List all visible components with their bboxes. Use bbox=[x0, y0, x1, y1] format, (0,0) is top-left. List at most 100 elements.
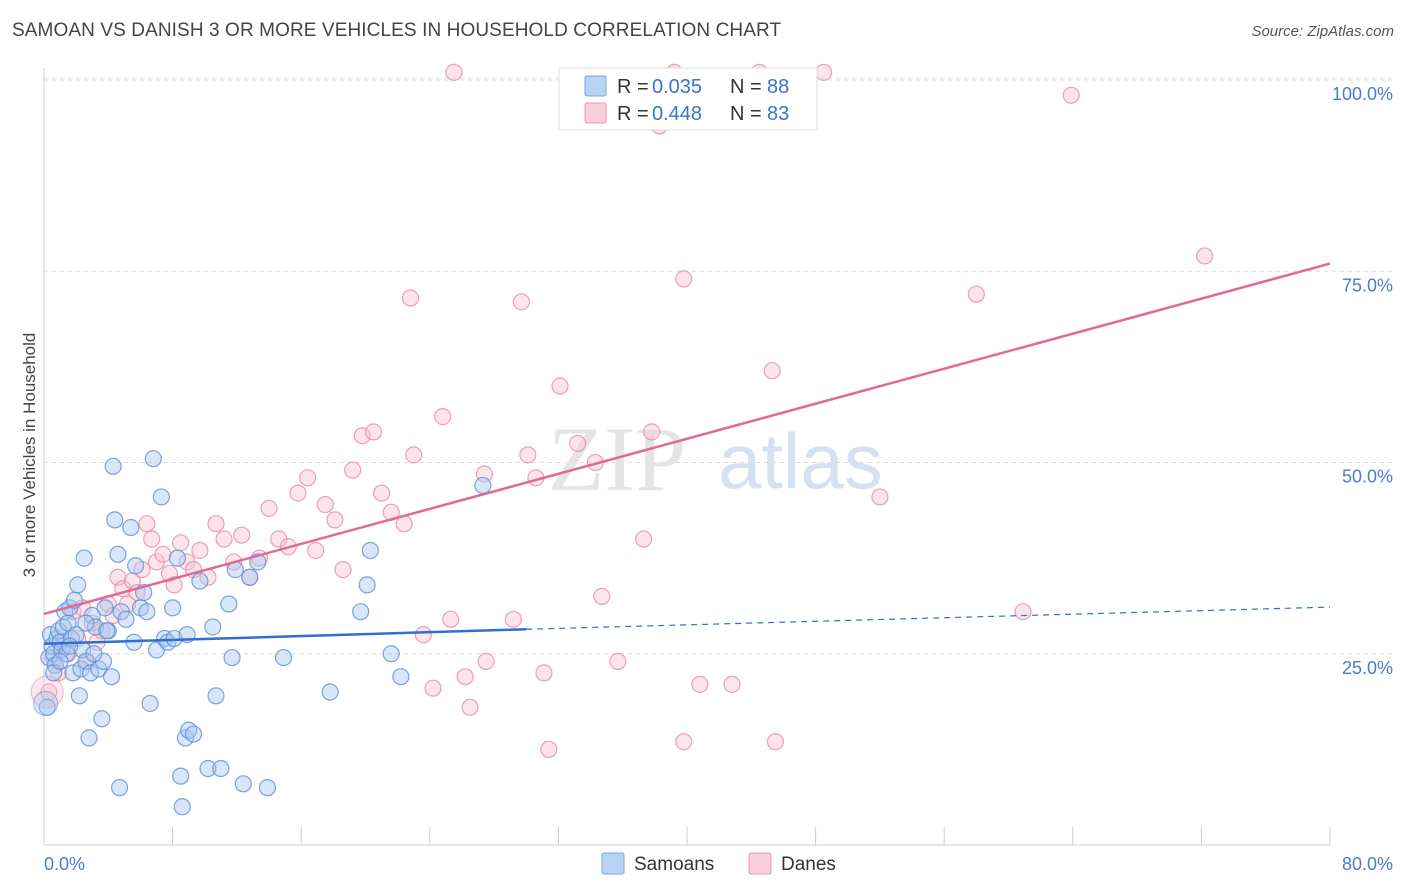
danes-point bbox=[815, 63, 833, 81]
danes-point bbox=[504, 610, 522, 628]
danes-point bbox=[477, 652, 495, 671]
danes-point bbox=[569, 434, 587, 452]
samoans-point bbox=[382, 645, 400, 663]
samoans-point bbox=[144, 450, 162, 468]
samoans-point bbox=[122, 518, 140, 537]
samoans-point-large bbox=[33, 690, 59, 716]
danes-point bbox=[434, 408, 452, 426]
danes-point bbox=[299, 469, 317, 487]
y-tick-label: 25.0% bbox=[1342, 658, 1393, 678]
samoans-point bbox=[191, 572, 209, 590]
samoans-point bbox=[172, 767, 190, 785]
danes-point bbox=[442, 610, 460, 628]
y-tick-label: 50.0% bbox=[1342, 467, 1393, 487]
samoans-point bbox=[258, 779, 277, 797]
y-tick-label: 100.0% bbox=[1332, 84, 1393, 104]
danes-point bbox=[364, 423, 383, 441]
danes-n-value: 83 bbox=[767, 103, 789, 125]
danes-point bbox=[593, 587, 611, 605]
danes-point bbox=[414, 626, 432, 644]
danes-point bbox=[334, 560, 352, 579]
danes-r-value: 0.448 bbox=[652, 103, 702, 125]
danes-point bbox=[461, 698, 479, 716]
danes-point bbox=[871, 488, 889, 506]
watermark: ZIP atlas bbox=[548, 408, 883, 510]
samoans-point bbox=[352, 603, 370, 621]
danes-point bbox=[551, 377, 569, 395]
samoans-point bbox=[184, 725, 203, 743]
samoans-point bbox=[86, 618, 105, 636]
danes-point bbox=[766, 733, 785, 751]
samoans-point bbox=[69, 576, 87, 594]
samoans-point bbox=[220, 595, 238, 613]
samoans-point bbox=[199, 759, 217, 778]
danes-point bbox=[1062, 86, 1080, 104]
samoans-point bbox=[85, 645, 103, 663]
samoans-point bbox=[321, 683, 339, 701]
samoans-point bbox=[77, 614, 95, 632]
samoans-point bbox=[474, 476, 492, 495]
danes-point bbox=[691, 675, 709, 693]
chart-title: SAMOAN VS DANISH 3 OR MORE VEHICLES IN H… bbox=[12, 20, 782, 41]
danes-point bbox=[372, 484, 391, 502]
samoans-point bbox=[274, 648, 293, 667]
y-tick-labels: 25.0% 50.0% 75.0% 100.0% bbox=[1332, 84, 1393, 678]
samoans-n-label: N = bbox=[730, 76, 762, 98]
samoans-point bbox=[51, 652, 69, 671]
samoans-r-value: 0.035 bbox=[652, 76, 702, 98]
samoans-point bbox=[207, 687, 225, 705]
danes-n-label: N = bbox=[730, 103, 762, 125]
samoans-point bbox=[75, 549, 93, 567]
danes-point bbox=[967, 285, 985, 303]
samoans-point bbox=[104, 457, 122, 475]
danes-series-swatch bbox=[748, 852, 772, 875]
danes-point bbox=[344, 461, 362, 479]
danes-point bbox=[165, 576, 183, 594]
samoans-legend-swatch bbox=[584, 75, 607, 97]
danes-point bbox=[233, 526, 251, 544]
samoans-point bbox=[223, 648, 241, 667]
samoans-point bbox=[127, 557, 145, 575]
samoans-trendline bbox=[43, 628, 527, 646]
samoans-point bbox=[82, 664, 100, 682]
samoans-point bbox=[80, 729, 98, 747]
y-tick-label: 75.0% bbox=[1342, 275, 1393, 295]
y-axis-title: 3 or more Vehicles in Household bbox=[20, 333, 39, 578]
samoans-points bbox=[33, 450, 492, 816]
danes-point bbox=[634, 530, 653, 548]
danes-point bbox=[172, 534, 190, 552]
samoans-point bbox=[98, 622, 116, 640]
samoans-point bbox=[64, 664, 82, 682]
source-label: Source: ZipAtlas.com bbox=[1251, 23, 1394, 40]
danes-point bbox=[456, 668, 474, 686]
samoans-point bbox=[70, 687, 88, 705]
samoans-point bbox=[152, 488, 170, 506]
samoans-point bbox=[358, 576, 376, 594]
danes-point bbox=[609, 652, 627, 671]
danes-point bbox=[215, 530, 233, 548]
watermark-atlas: atlas bbox=[718, 417, 883, 505]
samoans-point bbox=[204, 618, 222, 636]
samoans-point bbox=[141, 694, 159, 713]
danes-point bbox=[154, 545, 172, 563]
danes-point bbox=[353, 427, 371, 445]
danes-point bbox=[307, 541, 325, 560]
danes-point bbox=[1196, 247, 1214, 265]
samoans-point bbox=[138, 603, 156, 621]
danes-point bbox=[424, 679, 442, 697]
samoans-point bbox=[212, 759, 230, 778]
danes-point bbox=[316, 495, 334, 514]
danes-point bbox=[401, 289, 420, 307]
danes-point bbox=[143, 530, 161, 548]
samoans-point bbox=[117, 610, 135, 628]
danes-legend-swatch bbox=[584, 102, 607, 124]
danes-point bbox=[326, 511, 344, 529]
samoans-point bbox=[168, 549, 187, 567]
samoans-point bbox=[93, 710, 111, 728]
trendlines bbox=[43, 262, 1331, 646]
samoans-point bbox=[361, 541, 379, 560]
danes-point bbox=[445, 63, 463, 81]
danes-point bbox=[723, 675, 741, 693]
danes-point bbox=[763, 362, 781, 380]
